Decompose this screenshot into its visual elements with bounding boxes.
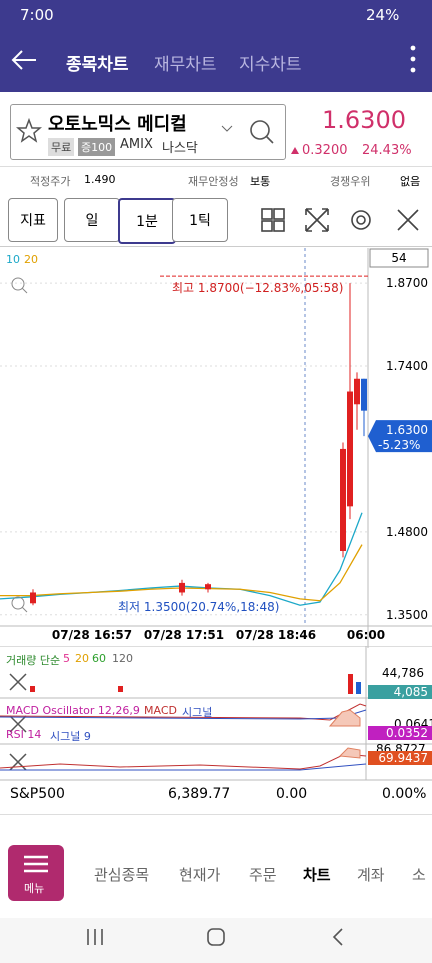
period-button[interactable]: 1분 (118, 198, 176, 244)
candle-body (347, 391, 353, 507)
ma-line (0, 544, 363, 602)
battery: 24% (366, 6, 400, 24)
up-arrow (291, 147, 299, 154)
stock-search-box[interactable] (10, 104, 286, 160)
system-nav-icons[interactable] (80, 926, 360, 948)
info-label: 재무안정성 (188, 175, 239, 188)
info-label: 적정주가 (30, 175, 71, 188)
nav-item[interactable]: 소 (412, 866, 426, 884)
tool-icons[interactable] (258, 206, 428, 236)
tag: 무료 (48, 138, 75, 156)
rsi-last: 69.9437 (368, 751, 432, 765)
divider (0, 166, 432, 167)
period-button[interactable]: 일 (64, 198, 120, 242)
candle-body (340, 448, 346, 551)
macd-last: 0.0352 (368, 726, 432, 740)
tab[interactable]: 종목차트 (66, 55, 129, 75)
nav-item[interactable]: 현재가 (179, 866, 221, 884)
status-bar (0, 0, 432, 30)
info-label: 경쟁우위 (330, 175, 371, 188)
zoom-icon (11, 277, 25, 291)
volume-title: 거래량 단순 (6, 654, 61, 667)
index-change-pct: 0.00% (382, 786, 427, 802)
high-note: 최고 1.8700(−12.83%,05:58) (172, 281, 343, 295)
menu-label: 메뉴 (24, 882, 45, 895)
legend-entry: 20 (24, 253, 38, 266)
volume-max: 44,786 (382, 666, 424, 680)
divider (0, 246, 432, 247)
divider (0, 814, 432, 815)
nav-item[interactable]: 차트 (303, 866, 331, 884)
x-tick-label: 07/28 17:51 (144, 628, 224, 642)
low-note: 최저 1.3500(20.74%,18:48) (118, 600, 279, 614)
change-pct: 24.43% (362, 143, 412, 158)
price: 1.6300 (322, 106, 406, 134)
info-value: 없음 (400, 175, 421, 188)
menu-button[interactable] (8, 845, 64, 901)
candle-body (30, 592, 36, 604)
exchange: 나스닥 (162, 141, 198, 156)
nav-item[interactable]: 주문 (249, 866, 277, 884)
price-chart: 1.8700 1.7400 1.4800 1.3500 10 20 54 최고 1.8700(… (0, 248, 432, 648)
back-button[interactable] (8, 45, 40, 75)
volume-period: 20 (75, 652, 89, 665)
menu-icon (24, 855, 48, 873)
legend-entry: 10 (6, 253, 20, 266)
rsi-title: RSI 14 (6, 728, 42, 741)
volume-period: 5 (63, 652, 70, 665)
volume-last: 4,085 (368, 685, 432, 699)
favorite-star[interactable] (16, 118, 42, 144)
macd-title: MACD Oscillator 12,26,9 (6, 704, 140, 717)
tab[interactable]: 재무차트 (154, 55, 217, 75)
tab[interactable]: 지수차트 (239, 55, 302, 75)
macd-signal: 시그널 (182, 706, 213, 719)
candle-body (361, 378, 367, 411)
volume-period: 120 (112, 652, 133, 665)
macd-label: MACD (144, 704, 177, 717)
x-tick-label: 07/28 16:57 (52, 628, 132, 642)
candle-body (205, 584, 211, 590)
index-change: 0.00 (276, 786, 308, 802)
more-menu[interactable] (408, 44, 418, 76)
stock-name: 오토노믹스 메디컬 (48, 114, 187, 135)
sub-panels (0, 646, 432, 781)
system-nav (0, 918, 432, 963)
volume-period: 60 (92, 652, 106, 665)
indicator-button[interactable]: 지표 (8, 198, 58, 242)
y-tick-label: 1.7400 (386, 359, 428, 373)
zoom-icon (11, 596, 25, 610)
candle-body (354, 378, 360, 405)
current-price-tag (368, 420, 432, 453)
x-tick-label: 06:00 (347, 628, 385, 642)
nav-item[interactable]: 계좌 (357, 866, 385, 884)
zoom-icon (21, 287, 28, 294)
rsi-signal: 시그널 9 (50, 730, 91, 743)
x-tick-label: 07/28 18:46 (236, 628, 316, 642)
period-box (369, 248, 429, 268)
zoom-icon (21, 606, 28, 613)
info-value: 보통 (250, 175, 271, 188)
period: 54 (391, 251, 406, 265)
index-value: 6,389.77 (168, 786, 231, 802)
index-name: S&P500 (10, 786, 65, 802)
ticker: AMIX (120, 137, 153, 152)
nav-item[interactable]: 관심종목 (94, 866, 150, 884)
change: 0.3200 (302, 143, 348, 158)
header (0, 30, 432, 92)
period-button[interactable]: 1틱 (172, 198, 228, 242)
y-tick-label: 1.8700 (386, 276, 428, 290)
y-tick-label: 1.3500 (386, 608, 428, 622)
y-tick-label: 1.4800 (386, 525, 428, 539)
tag: 증100 (78, 138, 116, 156)
time: 7:00 (20, 6, 54, 24)
current-price: 1.6300 (386, 423, 428, 437)
current-change: -5.23% (378, 438, 420, 452)
info-value: 1.490 (84, 173, 116, 186)
search-icons[interactable] (220, 118, 280, 148)
candle-body (179, 582, 185, 593)
